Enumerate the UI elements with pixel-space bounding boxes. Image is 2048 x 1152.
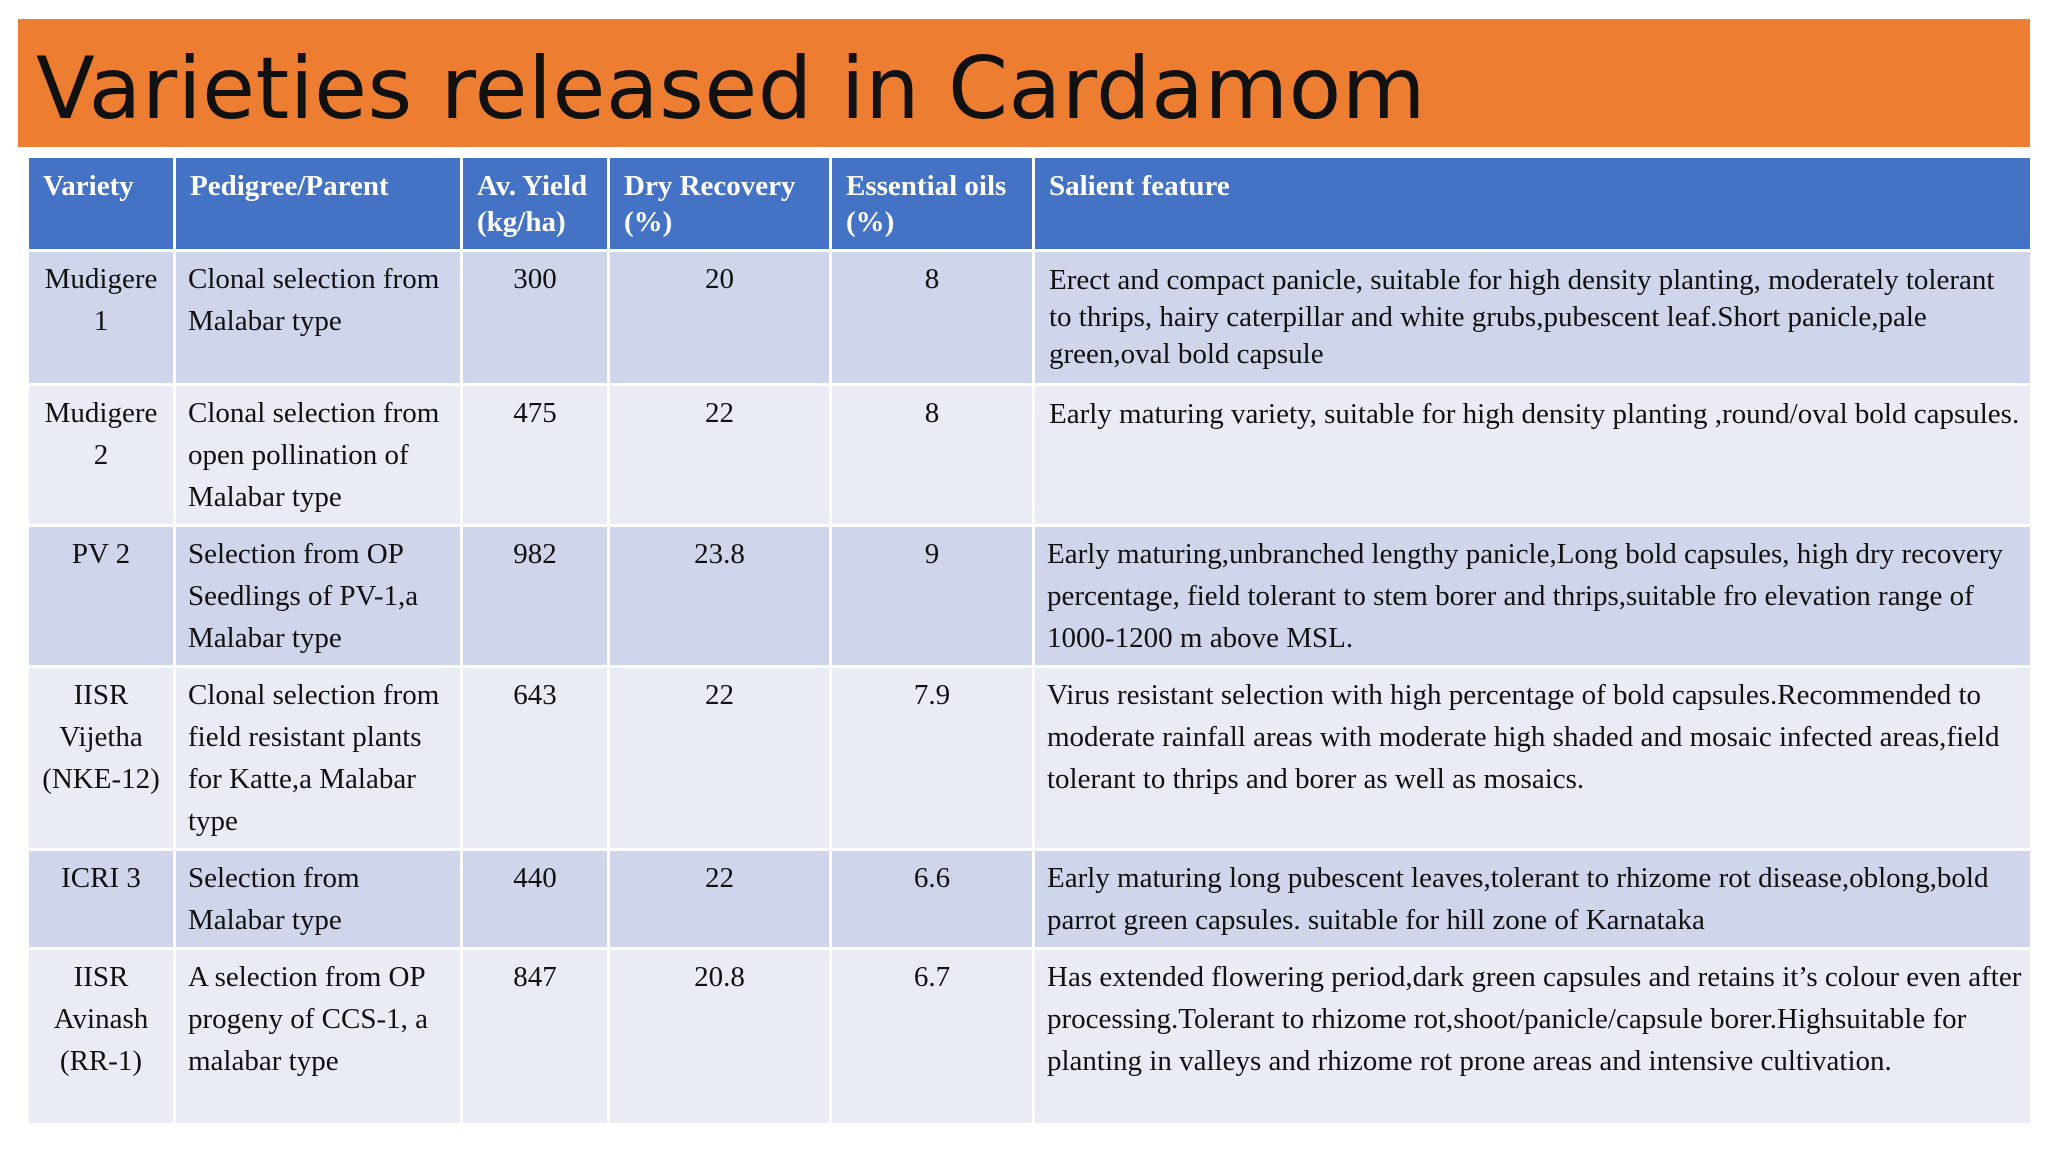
cell-variety: ICRI 3 <box>26 848 176 950</box>
cell-salient-feature: Virus resistant selection with high perc… <box>1032 665 2033 851</box>
cell-variety: IISR Avinash (RR-1) <box>26 947 176 1126</box>
cell-dry-recovery: 22 <box>607 383 832 527</box>
title-banner: Varieties released in Cardamom <box>18 19 2030 147</box>
cell-pedigree: Selection from Malabar type <box>173 848 463 950</box>
cell-variety: IISR Vijetha (NKE-12) <box>26 665 176 851</box>
cell-dry-recovery: 20.8 <box>607 947 832 1126</box>
cell-dry-recovery: 20 <box>607 249 832 386</box>
cell-yield: 475 <box>460 383 610 527</box>
header-dry-recovery: Dry Recovery (%) <box>607 155 832 252</box>
cell-yield: 847 <box>460 947 610 1126</box>
header-yield: Av. Yield (kg/ha) <box>460 155 610 252</box>
cell-salient-feature: Early maturing long pubescent leaves,tol… <box>1032 848 2033 950</box>
cell-pedigree: Clonal selection from Malabar type <box>173 249 463 386</box>
varieties-table: Variety Pedigree/Parent Av. Yield (kg/ha… <box>26 155 2033 1126</box>
cell-salient-feature: Has extended flowering period,dark green… <box>1032 947 2033 1126</box>
slide-title: Varieties released in Cardamom <box>36 39 1426 139</box>
header-salient-feature: Salient feature <box>1032 155 2033 252</box>
cell-essential-oils: 6.7 <box>829 947 1035 1126</box>
cell-essential-oils: 7.9 <box>829 665 1035 851</box>
cell-salient-feature: Erect and compact panicle, suitable for … <box>1032 249 2033 386</box>
header-pedigree: Pedigree/Parent <box>173 155 463 252</box>
cell-pedigree: Clonal selection from open pollination o… <box>173 383 463 527</box>
header-essential-oils: Essential oils (%) <box>829 155 1035 252</box>
table-header-row: Variety Pedigree/Parent Av. Yield (kg/ha… <box>26 155 2033 252</box>
table-row: PV 2 Selection from OP Seedlings of PV-1… <box>26 524 2033 668</box>
cell-yield: 300 <box>460 249 610 386</box>
table-row: IISR Vijetha (NKE-12) Clonal selection f… <box>26 665 2033 851</box>
cell-variety: Mudigere 2 <box>26 383 176 527</box>
cell-pedigree: Clonal selection from field resistant pl… <box>173 665 463 851</box>
cell-essential-oils: 8 <box>829 249 1035 386</box>
table-row: IISR Avinash (RR-1) A selection from OP … <box>26 947 2033 1126</box>
cell-yield: 982 <box>460 524 610 668</box>
table-row: Mudigere 1 Clonal selection from Malabar… <box>26 249 2033 386</box>
table-row: ICRI 3 Selection from Malabar type 440 2… <box>26 848 2033 950</box>
cell-salient-feature: Early maturing variety, suitable for hig… <box>1032 383 2033 527</box>
cell-variety: Mudigere 1 <box>26 249 176 386</box>
cell-pedigree: Selection from OP Seedlings of PV-1,a Ma… <box>173 524 463 668</box>
cell-pedigree: A selection from OP progeny of CCS-1, a … <box>173 947 463 1126</box>
cell-dry-recovery: 22 <box>607 665 832 851</box>
header-variety: Variety <box>26 155 176 252</box>
cell-yield: 643 <box>460 665 610 851</box>
cell-essential-oils: 6.6 <box>829 848 1035 950</box>
cell-essential-oils: 8 <box>829 383 1035 527</box>
table-row: Mudigere 2 Clonal selection from open po… <box>26 383 2033 527</box>
cell-dry-recovery: 22 <box>607 848 832 950</box>
cell-variety: PV 2 <box>26 524 176 668</box>
cell-salient-feature: Early maturing,unbranched lengthy panicl… <box>1032 524 2033 668</box>
cell-yield: 440 <box>460 848 610 950</box>
cell-dry-recovery: 23.8 <box>607 524 832 668</box>
cell-essential-oils: 9 <box>829 524 1035 668</box>
